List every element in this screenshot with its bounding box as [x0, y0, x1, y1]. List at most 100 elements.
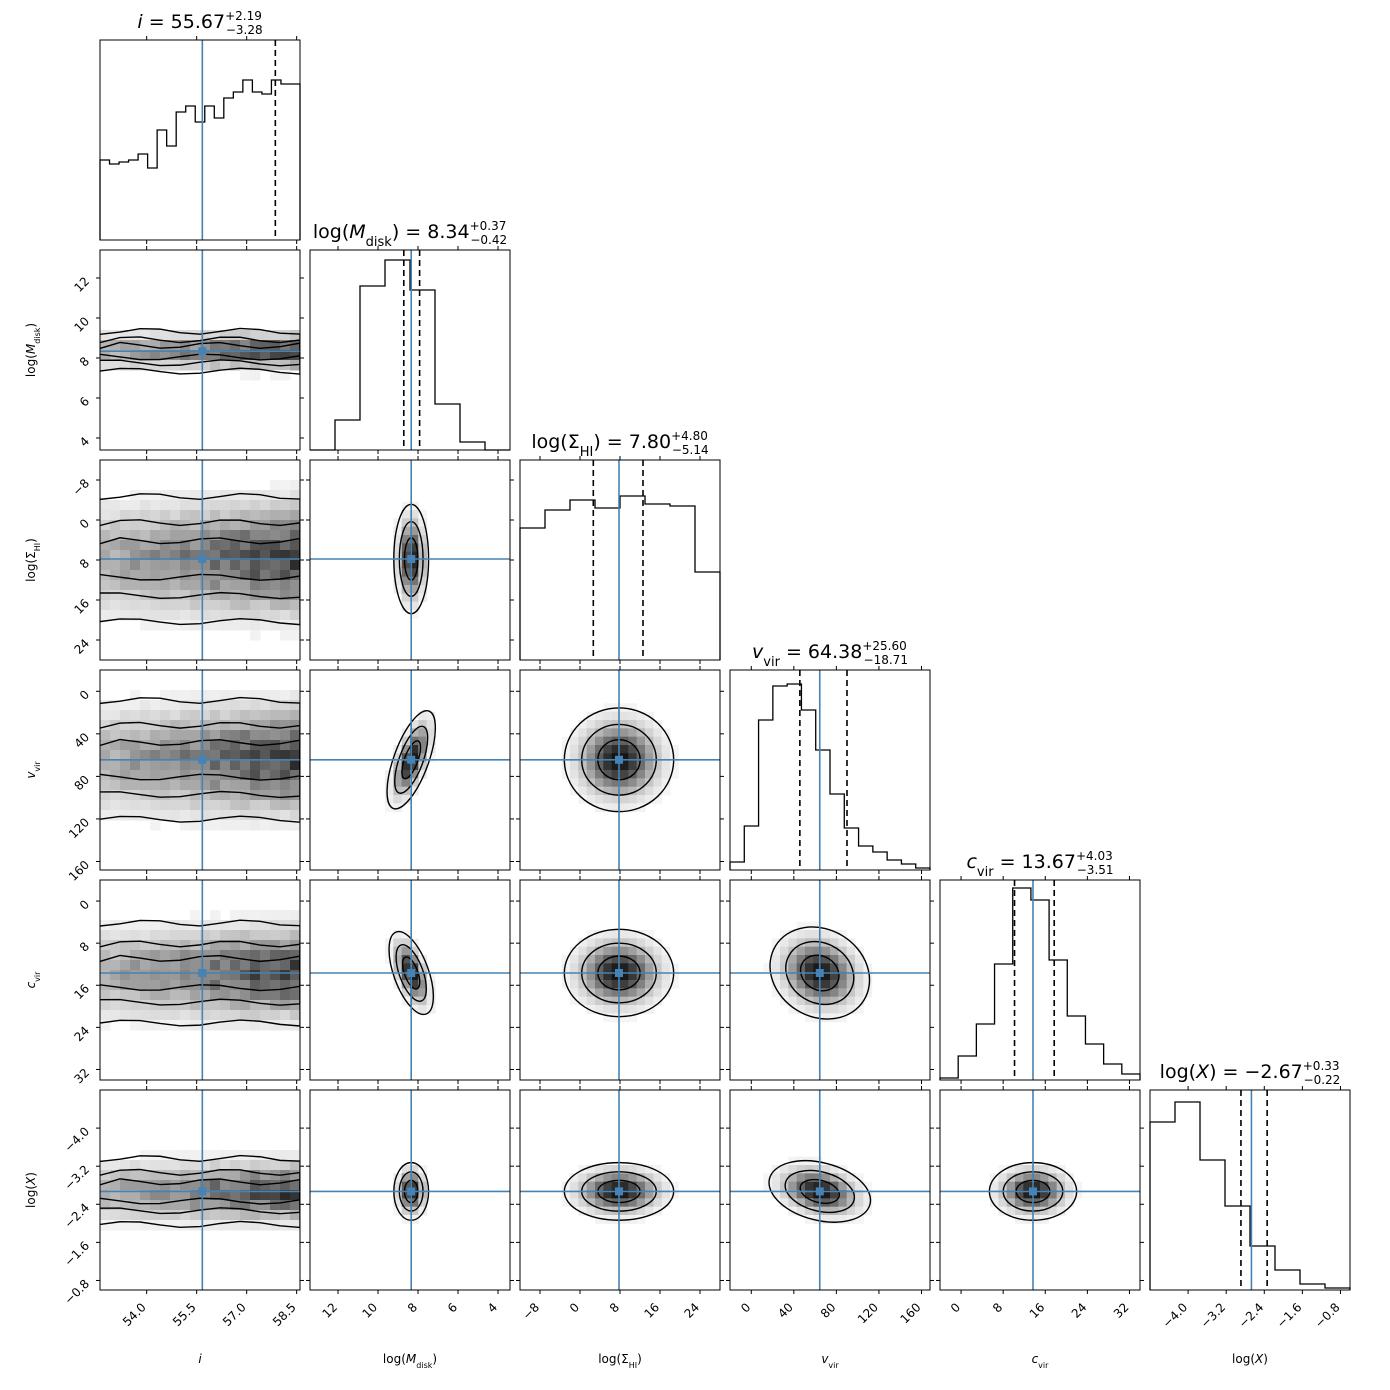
- panel-frame: [99, 879, 301, 1081]
- contour-band: [100, 1154, 300, 1229]
- x-tick-label: 40: [775, 1300, 796, 1321]
- y-tick-label: 8: [77, 556, 92, 571]
- density-i-log_sigma_hi: [100, 460, 300, 660]
- title-log_mdisk: log(Mdisk) = 8.34+0.37 −0.42: [313, 219, 507, 250]
- y-tick-label: −0.8: [62, 1277, 93, 1308]
- x-tick-label: 24: [1069, 1300, 1090, 1321]
- contour-band: [100, 537, 300, 581]
- density-i-c_vir: [100, 880, 300, 1080]
- density-panel-i-v_vir: 0 40 80 120 160: [66, 666, 304, 884]
- y-tick-label: 24: [71, 1024, 92, 1045]
- density-v_vir-c_vir: [730, 880, 930, 1080]
- density-c_vir-log_x: [940, 1090, 1140, 1290]
- hist-panel-v_vir: vvir = 64.38+25.60 −18.71: [729, 639, 931, 874]
- truth-marker: [198, 1187, 207, 1196]
- x-tick-label: 16: [1027, 1300, 1048, 1321]
- y-tick-label: −3.2: [62, 1162, 93, 1193]
- density-v_vir-log_x: [730, 1090, 930, 1290]
- contour: [799, 954, 840, 992]
- y-tick-label: 120: [66, 815, 92, 841]
- contour-band: [100, 336, 300, 367]
- contour: [386, 709, 437, 810]
- x-tick-label: 55.5: [170, 1300, 199, 1329]
- title-log_x: log(X) = −2.67+0.33 −0.22: [1160, 1059, 1341, 1087]
- x-tick-label: 0: [948, 1300, 963, 1315]
- truth-marker: [615, 969, 623, 977]
- density-panel-v_vir-log_x: 0 40 80 120 160: [726, 1086, 934, 1326]
- truth-marker: [615, 755, 623, 764]
- x-tick-label: 12: [319, 1300, 340, 1321]
- y-tick-label: 160: [66, 858, 92, 884]
- x-tick-label: 8: [405, 1300, 420, 1315]
- truth-marker: [815, 969, 824, 977]
- truth-marker: [1029, 1187, 1037, 1196]
- hist-panel-log_mdisk: log(Mdisk) = 8.34+0.37 −0.42: [309, 219, 511, 454]
- x-tick-label: 0: [738, 1300, 753, 1315]
- y-axis-label-log_sigma_hi: log(ΣHI): [24, 538, 42, 582]
- density-panel-log_sigma_hi-v_vir: [516, 666, 724, 874]
- density-i-log_mdisk: [100, 250, 300, 450]
- title-i: i = 55.67+2.19 −3.28: [137, 9, 262, 37]
- y-tick-label: 4: [77, 434, 92, 449]
- panel-frame: [729, 1089, 931, 1291]
- contour: [388, 930, 435, 1016]
- y-tick-label: 6: [77, 394, 92, 409]
- x-tick-label: 8: [990, 1300, 1005, 1315]
- contour: [769, 926, 871, 1020]
- y-tick-label: 8: [77, 939, 92, 954]
- density-panel-i-log_mdisk: 12 10 8 6 4: [71, 246, 304, 454]
- contour: [401, 740, 422, 780]
- density-log_mdisk-c_vir: [310, 880, 510, 1080]
- density-panel-log_sigma_hi-c_vir: [516, 876, 724, 1084]
- x-axis-label-c_vir: cvir: [1032, 1352, 1050, 1370]
- panel-frame: [99, 669, 301, 871]
- contour: [768, 1160, 872, 1223]
- panel-frame: [519, 459, 721, 661]
- title-log_sigma_hi: log(ΣHI) = 7.80+4.80 −5.14: [531, 429, 708, 460]
- y-tick-label: 16: [71, 596, 92, 617]
- y-tick-label: 0: [77, 516, 92, 531]
- y-tick-label: −8: [70, 476, 92, 498]
- y-tick-label: 16: [71, 981, 92, 1002]
- y-tick-label: 8: [77, 354, 92, 369]
- hist-panel-log_sigma_hi: log(ΣHI) = 7.80+4.80 −5.14: [519, 429, 721, 664]
- truth-marker: [407, 755, 416, 764]
- y-tick-label: 0: [77, 687, 92, 702]
- y-tick-label: −1.6: [62, 1239, 93, 1270]
- x-tick-label: −8: [520, 1300, 542, 1322]
- density-panel-log_sigma_hi-log_x: −8 0 8 16 24: [516, 1086, 724, 1323]
- density-panel-c_vir-log_x: 0 8 16 24 32: [936, 1086, 1144, 1321]
- truth-marker: [815, 1187, 824, 1196]
- density-log_mdisk-v_vir: [310, 670, 510, 870]
- histogram-log_x: [1149, 1101, 1351, 1290]
- density-panel-i-c_vir: 0 8 16 24 32: [71, 876, 304, 1086]
- x-tick-label: 6: [445, 1300, 460, 1315]
- panel-frame: [729, 669, 931, 871]
- x-tick-label: 120: [855, 1300, 881, 1326]
- panel-frame: [99, 39, 301, 241]
- density-log_sigma_hi-log_x: [520, 1090, 720, 1290]
- x-tick-label: 57.0: [220, 1300, 249, 1329]
- density-i-v_vir: [100, 670, 300, 870]
- x-axis-label-log_sigma_hi: log(ΣHI): [598, 1352, 642, 1370]
- panel-frame: [729, 879, 931, 1081]
- panel-frame: [309, 879, 511, 1081]
- x-tick-label: −0.8: [1312, 1300, 1343, 1331]
- x-tick-label: 0: [567, 1300, 582, 1315]
- y-tick-label: −4.0: [62, 1124, 93, 1155]
- contour-band: [100, 1178, 300, 1205]
- truth-marker: [198, 347, 207, 356]
- density-log_mdisk-log_sigma_hi: [310, 460, 510, 660]
- y-tick-label: 32: [71, 1066, 92, 1087]
- hist-panel-i: i = 55.67+2.19 −3.28: [99, 9, 301, 244]
- truth-marker: [198, 755, 207, 764]
- truth-marker: [407, 1187, 416, 1196]
- hist-panel-log_x: log(X) = −2.67+0.33 −0.22 −4.0 −3.2 −2.4 −1.6…: [1149, 1059, 1351, 1331]
- y-tick-label: 10: [71, 314, 92, 335]
- y-axis-label-v_vir: vvir: [24, 761, 42, 779]
- truth-marker: [407, 969, 416, 977]
- panel-frame: [939, 1089, 1141, 1291]
- density-panel-log_mdisk-c_vir: [306, 876, 514, 1084]
- x-tick-label: 24: [681, 1300, 702, 1321]
